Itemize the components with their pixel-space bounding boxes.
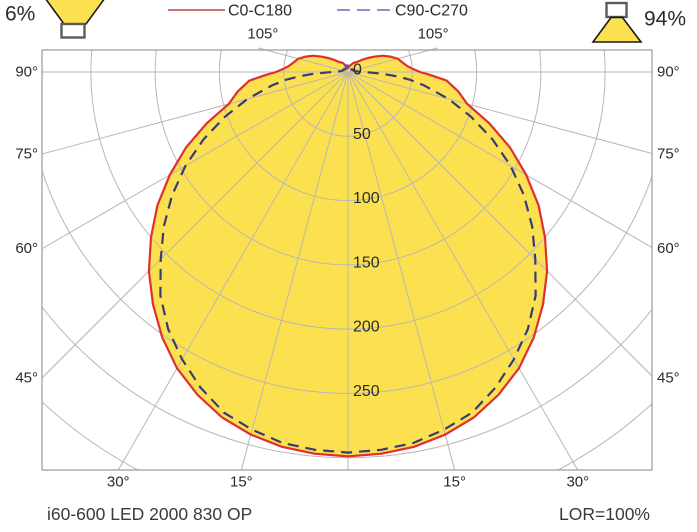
angle-label-right: 90° [657, 64, 680, 81]
angle-ray [347, 71, 456, 470]
zenith-marker [344, 64, 350, 70]
radial-tick-label: 100 [353, 190, 380, 207]
angle-ray [347, 71, 652, 154]
downward-flux-percent: 94% [644, 8, 686, 31]
radial-tick-label: 250 [353, 383, 380, 400]
angle-label-bottom: 30° [566, 474, 589, 491]
angle-label-bottom: 30° [107, 474, 130, 491]
legend: C0-C180 C90-C270 [168, 3, 468, 20]
angle-label-left: 45° [15, 370, 38, 387]
intensity-curves [147, 54, 549, 458]
angle-ray [42, 71, 349, 379]
angle-label-left: 60° [15, 240, 38, 257]
angle-label-right: 45° [657, 370, 680, 387]
angle-ray [347, 71, 652, 377]
angle-ray [117, 71, 349, 470]
angle-ray [347, 71, 652, 249]
upward-flux-percent: 6% [5, 3, 35, 26]
angle-label-top: 105° [418, 26, 449, 43]
angle-ray [240, 71, 349, 470]
curve-c90-c270 [159, 66, 537, 454]
angle-label-right: 60° [657, 240, 680, 257]
legend-label-c90: C90-C270 [395, 3, 468, 20]
angle-label-left: 90° [15, 64, 38, 81]
radial-tick-label: 50 [353, 126, 371, 143]
luminaire-title: i60-600 LED 2000 830 OP [47, 504, 252, 524]
angle-label-bottom: 15° [443, 474, 466, 491]
angle-label-left: 75° [15, 145, 38, 162]
angle-ray [42, 71, 349, 250]
angle-ray [42, 71, 349, 155]
angle-label-bottom: 15° [230, 474, 253, 491]
upward-light-icon [45, 0, 105, 39]
downward-light-icon [591, 1, 643, 43]
lor-value: LOR=100% [559, 504, 650, 524]
angle-ray [347, 71, 579, 470]
radial-tick-label: 200 [353, 319, 380, 336]
curve-c0-c180 [147, 54, 549, 458]
radial-tick-label: 150 [353, 254, 380, 271]
radial-tick-label: 0 [353, 62, 362, 79]
plot-border [41, 49, 653, 471]
angle-label-top: 105° [247, 26, 278, 43]
legend-label-c0: C0-C180 [228, 3, 292, 20]
axis-labels: 0 50 100 150 200 250 90° 90° 75° 75° 60° 60° 45° 45° 3… [15, 26, 679, 491]
angle-label-right: 75° [657, 145, 680, 162]
